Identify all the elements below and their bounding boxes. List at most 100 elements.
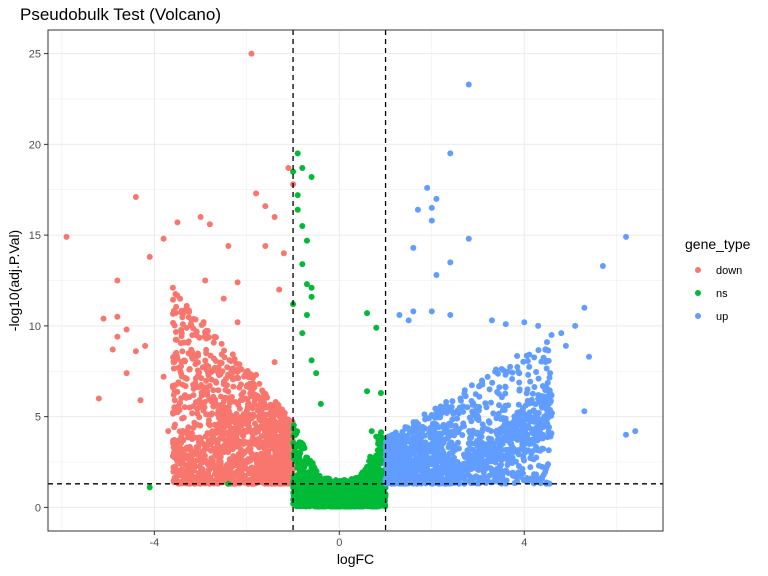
up-point: [533, 368, 540, 375]
ns-point: [308, 357, 315, 364]
up-point: [466, 455, 473, 462]
down-point: [270, 403, 277, 410]
down-point: [190, 381, 197, 388]
x-tick-label: 4: [521, 537, 527, 549]
up-point: [459, 465, 466, 472]
down-point: [213, 430, 220, 437]
down-point: [178, 326, 185, 333]
up-point: [515, 401, 522, 408]
down-point: [142, 342, 149, 349]
down-point: [247, 457, 254, 464]
down-point: [230, 376, 237, 383]
ns-point: [321, 484, 328, 491]
down-point: [203, 377, 210, 384]
up-point: [427, 443, 434, 450]
ns-point: [364, 388, 371, 395]
down-point: [268, 408, 275, 415]
up-point: [515, 463, 522, 470]
up-point: [486, 472, 493, 479]
up-point: [459, 431, 466, 438]
down-point: [186, 404, 193, 411]
down-point: [202, 357, 209, 364]
ns-point: [337, 483, 344, 490]
down-point: [202, 277, 209, 284]
down-point: [248, 50, 255, 57]
up-point: [518, 435, 525, 442]
up-point: [478, 478, 485, 485]
legend-key-up: [695, 313, 701, 319]
ns-point: [307, 460, 314, 467]
up-point: [542, 415, 549, 422]
down-point: [179, 415, 186, 422]
down-point: [170, 440, 177, 447]
down-point: [123, 370, 130, 377]
down-point: [195, 384, 202, 391]
up-point: [498, 447, 505, 454]
down-point: [209, 461, 216, 468]
up-point: [487, 399, 494, 406]
up-point: [505, 470, 512, 477]
down-point: [180, 429, 187, 436]
up-point: [520, 453, 527, 460]
down-point: [199, 466, 206, 473]
up-point: [473, 408, 480, 415]
down-point: [280, 461, 287, 468]
up-point: [507, 363, 514, 370]
down-point: [243, 477, 250, 484]
up-point: [468, 418, 475, 425]
down-point: [196, 369, 203, 376]
down-point: [285, 416, 292, 423]
down-point: [205, 437, 212, 444]
up-point: [492, 366, 499, 373]
down-point: [191, 419, 198, 426]
up-point: [383, 459, 390, 466]
down-point: [215, 370, 222, 377]
down-point: [95, 395, 102, 402]
down-point: [182, 383, 189, 390]
down-point: [273, 476, 280, 483]
down-point: [114, 277, 121, 284]
down-point: [189, 410, 196, 417]
up-point: [486, 386, 493, 393]
up-point: [535, 347, 542, 354]
up-point: [542, 357, 549, 364]
up-point: [623, 431, 630, 438]
up-point: [395, 439, 402, 446]
up-point: [530, 456, 537, 463]
down-point: [235, 470, 242, 477]
down-point: [165, 428, 172, 435]
down-point: [256, 416, 263, 423]
x-axis-title: logFC: [337, 551, 374, 567]
up-point: [447, 150, 454, 157]
up-point: [424, 184, 431, 191]
up-point: [547, 390, 554, 397]
up-point: [524, 434, 531, 441]
chart-title: Pseudobulk Test (Volcano): [20, 5, 221, 24]
up-point: [526, 414, 533, 421]
up-point: [511, 413, 518, 420]
up-point: [466, 435, 473, 442]
up-point: [442, 403, 449, 410]
up-point: [446, 433, 453, 440]
down-point: [270, 468, 277, 475]
down-point: [170, 296, 177, 303]
up-point: [523, 390, 530, 397]
up-point: [535, 462, 542, 469]
up-point: [437, 413, 444, 420]
down-point: [189, 355, 196, 362]
down-point: [259, 439, 266, 446]
down-point: [63, 233, 70, 240]
down-point: [229, 369, 236, 376]
up-point: [420, 444, 427, 451]
up-point: [460, 420, 467, 427]
down-point: [172, 309, 179, 316]
up-point: [447, 456, 454, 463]
up-point: [394, 434, 401, 441]
up-point: [558, 330, 565, 337]
ns-point: [373, 324, 380, 331]
ns-point: [299, 164, 306, 171]
down-point: [220, 398, 227, 405]
ns-point: [290, 168, 297, 175]
down-point: [263, 475, 270, 482]
